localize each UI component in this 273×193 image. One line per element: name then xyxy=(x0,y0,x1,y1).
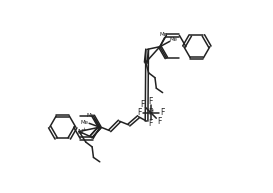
Text: Me: Me xyxy=(87,113,95,118)
Text: P: P xyxy=(149,108,153,117)
Text: F: F xyxy=(137,108,142,117)
Text: Me: Me xyxy=(169,37,177,42)
Text: F: F xyxy=(149,119,153,128)
Text: N: N xyxy=(78,129,83,135)
Text: F: F xyxy=(160,108,165,117)
Text: +: + xyxy=(81,127,86,132)
Text: Me: Me xyxy=(81,120,89,125)
Text: Me: Me xyxy=(160,31,168,36)
Text: ·: · xyxy=(152,106,155,116)
Text: F: F xyxy=(157,117,161,126)
Text: N: N xyxy=(143,59,149,65)
Text: F: F xyxy=(140,100,145,109)
Text: F: F xyxy=(149,97,153,106)
